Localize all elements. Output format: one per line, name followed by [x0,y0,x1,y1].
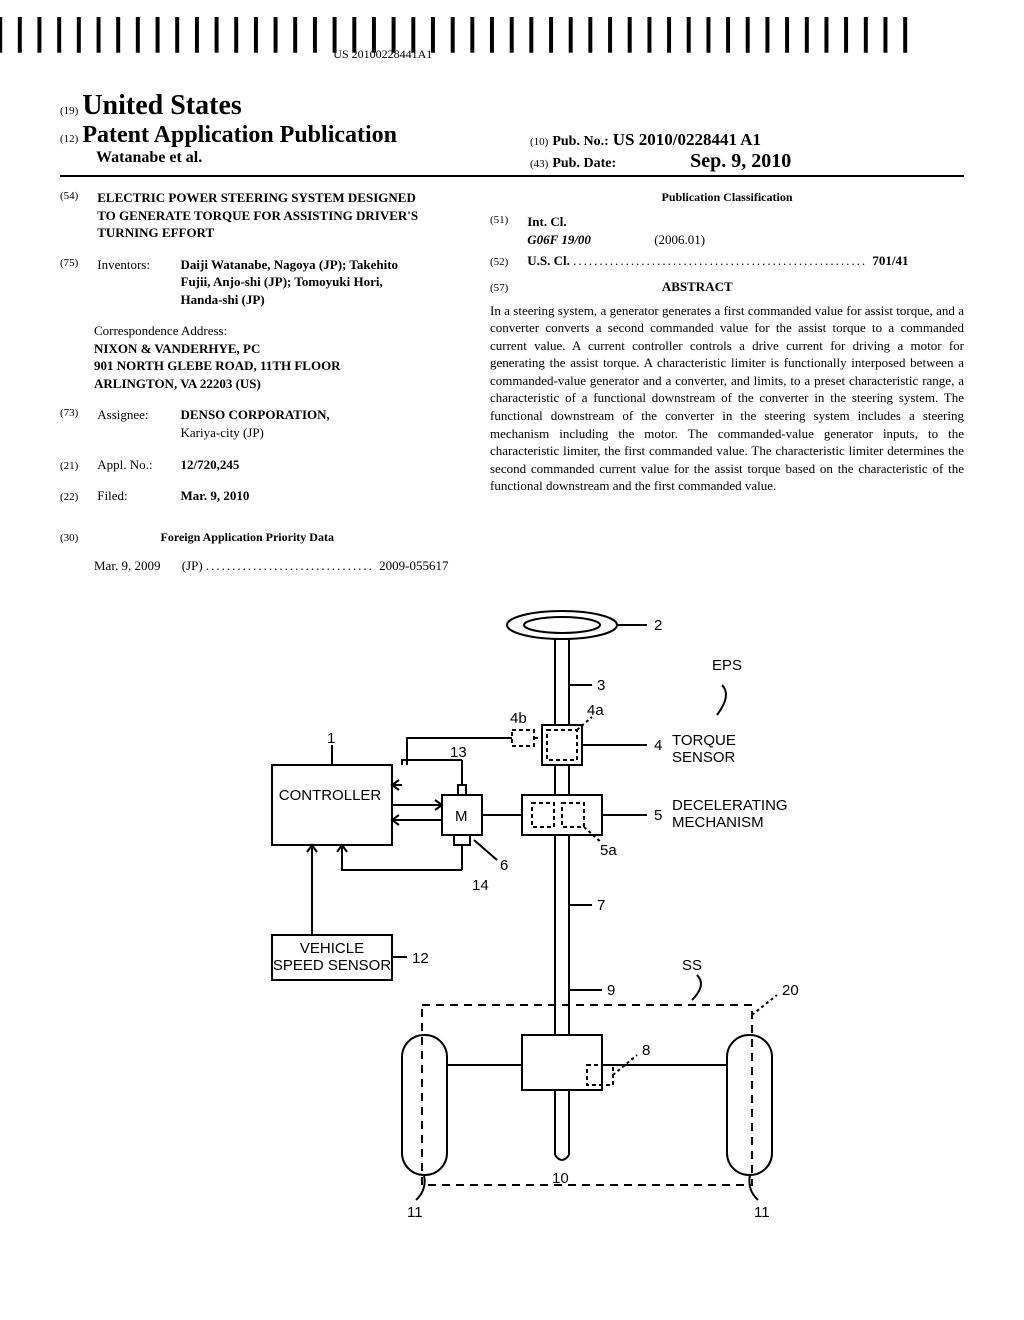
n4a: 4a [587,702,604,719]
appl-block: (21) Appl. No.: 12/720,245 [60,456,460,474]
n11L: 11 [407,1204,423,1221]
n4: 4 [654,737,662,754]
uscl-block: (52) U.S. Cl. ..........................… [490,252,964,270]
n10: 10 [552,1170,569,1187]
header-right: (10) Pub. No.: US 2010/0228441 A1 (43) P… [530,130,791,173]
motor-m: M [455,808,468,825]
n1: 1 [327,730,335,747]
correspondence-block: Correspondence Address: NIXON & VANDERHY… [94,322,460,392]
n13: 13 [450,744,467,761]
corr-addr2: ARLINGTON, VA 22203 (US) [94,376,261,391]
num-21: (21) [60,459,94,474]
header: (19) United States (12) Patent Applicati… [60,90,964,167]
num-57: (57) [490,281,524,296]
dots-2: ........................................… [573,253,872,268]
appl-label: Appl. No.: [97,456,177,474]
corr-label: Correspondence Address: [94,322,460,340]
torque-label-2: SENSOR [672,749,736,766]
num-10: (10) [530,136,548,148]
num-22: (22) [60,490,94,505]
abstract-block: (57) ABSTRACT In a steering system, a ge… [490,278,964,495]
assignee-block: (73) Assignee: DENSO CORPORATION, Kariya… [60,406,460,441]
filed-block: (22) Filed: Mar. 9, 2010 [60,487,460,505]
priority-date: Mar. 9, 2009 [94,558,160,573]
num-75: (75) [60,256,94,271]
n3: 3 [597,677,605,694]
divider [60,175,964,177]
intcl-block: (51) Int. Cl. G06F 19/00 (2006.01) [490,213,964,248]
pub-no-label: Pub. No.: [552,134,608,149]
intcl-year: (2006.01) [654,232,705,247]
priority-no: 2009-055617 [379,558,448,573]
assignee-label: Assignee: [97,406,177,424]
intcl-label: Int. Cl. [527,214,566,229]
num-51: (51) [490,213,524,228]
vspeed-label-1: VEHICLE [300,940,364,957]
priority-country: (JP) [182,558,203,573]
n14: 14 [472,877,489,894]
country: United States [82,90,241,121]
filed-date: Mar. 9, 2010 [181,488,250,503]
n2: 2 [654,617,662,634]
figure-area: CONTROLLER M VEHICLE SPEED SENSOR EPS TO… [60,595,964,1280]
pub-date: Sep. 9, 2010 [690,150,791,172]
corr-addr1: 901 NORTH GLEBE ROAD, 11TH FLOOR [94,358,341,373]
abstract-text: In a steering system, a generator genera… [490,302,964,495]
classification-title: Publication Classification [490,189,964,205]
n5a: 5a [600,842,617,859]
num-54: (54) [60,189,94,204]
torque-label-1: TORQUE [672,732,736,749]
inventors: Daiji Watanabe, Nagoya (JP); Takehito Fu… [181,257,399,307]
filed-label: Filed: [97,487,177,505]
inventors-block: (75) Inventors: Daiji Watanabe, Nagoya (… [60,256,460,309]
priority-block: (30) Foreign Application Priority Data M… [60,519,460,575]
priority-title: Foreign Application Priority Data [97,529,397,545]
content: (54) ELECTRIC POWER STEERING SYSTEM DESI… [60,189,964,575]
n8: 8 [642,1042,650,1059]
decel-label-1: DECELERATING [672,797,788,814]
publication-title: Patent Application Publication [82,122,397,148]
inventors-label: Inventors: [97,256,177,274]
ss-label: SS [682,957,702,974]
pub-no: US 2010/0228441 A1 [613,130,761,149]
pub-date-label: Pub. Date: [552,156,616,171]
assignee: DENSO CORPORATION, [181,407,330,422]
n4b: 4b [510,710,527,727]
n5: 5 [654,807,662,824]
uscl-code: 701/41 [872,253,908,268]
left-column: (54) ELECTRIC POWER STEERING SYSTEM DESI… [60,189,460,575]
steering-diagram: CONTROLLER M VEHICLE SPEED SENSOR EPS TO… [192,595,832,1275]
num-30: (30) [60,531,94,546]
n20: 20 [782,982,799,999]
vspeed-label-2: SPEED SENSOR [273,957,392,974]
invention-title-block: (54) ELECTRIC POWER STEERING SYSTEM DESI… [60,189,460,242]
intcl-code: G06F 19/00 [527,232,591,247]
n6: 6 [500,857,508,874]
right-column: Publication Classification (51) Int. Cl.… [490,189,964,575]
n7: 7 [597,897,605,914]
num-52: (52) [490,255,524,270]
abstract-label: ABSTRACT [527,278,867,296]
barcode-area: ||||||||||||||||||||||||||||||||||||||||… [0,20,914,62]
barcode: ||||||||||||||||||||||||||||||||||||||||… [0,20,914,45]
eps-label: EPS [712,657,742,674]
decel-label-2: MECHANISM [672,814,764,831]
patent-page: ||||||||||||||||||||||||||||||||||||||||… [0,0,1024,1320]
n9: 9 [607,982,615,999]
corr-name: NIXON & VANDERHYE, PC [94,341,260,356]
assignee-loc: Kariya-city (JP) [181,425,264,440]
uscl-label: U.S. Cl. [527,253,570,268]
num-73: (73) [60,406,94,421]
num-19: (19) [60,105,78,117]
dots: ................................ [206,558,379,573]
n11R: 11 [754,1204,770,1221]
controller-label: CONTROLLER [279,787,382,804]
appl-no: 12/720,245 [181,457,240,472]
invention-title: ELECTRIC POWER STEERING SYSTEM DESIGNED … [97,189,427,242]
num-43: (43) [530,158,548,170]
n12: 12 [412,950,429,967]
num-12: (12) [60,133,78,145]
